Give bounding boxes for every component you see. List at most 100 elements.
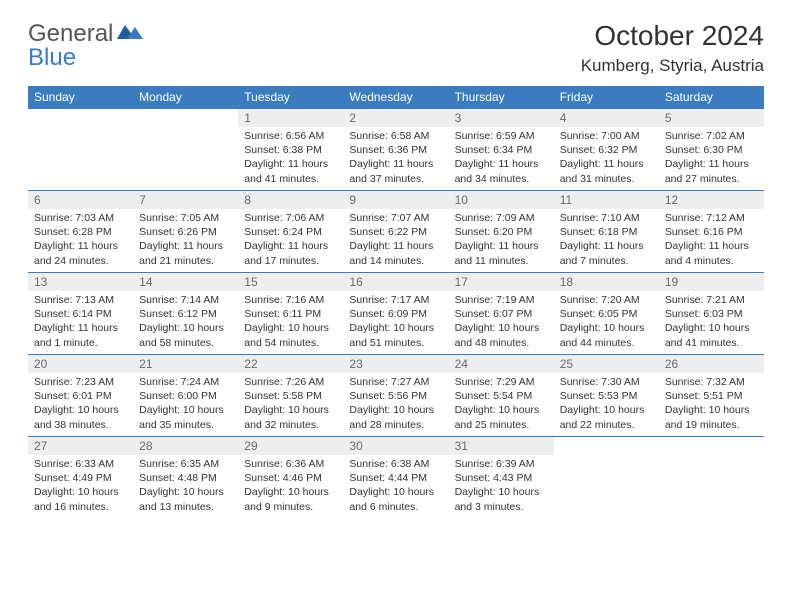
sunrise-line: Sunrise: 6:56 AM — [244, 129, 337, 143]
day-body: Sunrise: 6:58 AMSunset: 6:36 PMDaylight:… — [343, 127, 448, 190]
day-cell: 29Sunrise: 6:36 AMSunset: 4:46 PMDayligh… — [238, 437, 343, 519]
day-number: 22 — [238, 355, 343, 373]
day-number: 10 — [449, 191, 554, 209]
daylight-line: Daylight: 10 hours and 51 minutes. — [349, 321, 442, 349]
day-cell: 20Sunrise: 7:23 AMSunset: 6:01 PMDayligh… — [28, 355, 133, 437]
sunrise-line: Sunrise: 6:58 AM — [349, 129, 442, 143]
daylight-line: Daylight: 10 hours and 41 minutes. — [665, 321, 758, 349]
sunset-line: Sunset: 5:53 PM — [560, 389, 653, 403]
day-cell: 12Sunrise: 7:12 AMSunset: 6:16 PMDayligh… — [659, 191, 764, 273]
weekday-header: Monday — [133, 86, 238, 109]
day-body — [28, 127, 133, 133]
sunset-line: Sunset: 5:51 PM — [665, 389, 758, 403]
daylight-line: Daylight: 11 hours and 34 minutes. — [455, 157, 548, 185]
title-block: October 2024 Kumberg, Styria, Austria — [581, 20, 764, 76]
day-number: 28 — [133, 437, 238, 455]
day-cell: 4Sunrise: 7:00 AMSunset: 6:32 PMDaylight… — [554, 109, 659, 191]
sunrise-line: Sunrise: 7:30 AM — [560, 375, 653, 389]
sunrise-line: Sunrise: 7:05 AM — [139, 211, 232, 225]
logo-flag-icon — [117, 20, 143, 48]
day-number: 25 — [554, 355, 659, 373]
sunrise-line: Sunrise: 7:23 AM — [34, 375, 127, 389]
day-cell: 25Sunrise: 7:30 AMSunset: 5:53 PMDayligh… — [554, 355, 659, 437]
sunrise-line: Sunrise: 7:17 AM — [349, 293, 442, 307]
weekday-header: Wednesday — [343, 86, 448, 109]
day-number: 1 — [238, 109, 343, 127]
day-cell: 8Sunrise: 7:06 AMSunset: 6:24 PMDaylight… — [238, 191, 343, 273]
day-body: Sunrise: 7:09 AMSunset: 6:20 PMDaylight:… — [449, 209, 554, 272]
brand-name-2: Blue — [28, 44, 76, 72]
day-body: Sunrise: 7:29 AMSunset: 5:54 PMDaylight:… — [449, 373, 554, 436]
daylight-line: Daylight: 10 hours and 58 minutes. — [139, 321, 232, 349]
day-number: 21 — [133, 355, 238, 373]
day-body: Sunrise: 6:36 AMSunset: 4:46 PMDaylight:… — [238, 455, 343, 518]
daylight-line: Daylight: 10 hours and 3 minutes. — [455, 485, 548, 513]
day-number: 8 — [238, 191, 343, 209]
sunset-line: Sunset: 6:09 PM — [349, 307, 442, 321]
day-cell: 19Sunrise: 7:21 AMSunset: 6:03 PMDayligh… — [659, 273, 764, 355]
sunrise-line: Sunrise: 7:07 AM — [349, 211, 442, 225]
week-row: 6Sunrise: 7:03 AMSunset: 6:28 PMDaylight… — [28, 191, 764, 273]
daylight-line: Daylight: 10 hours and 32 minutes. — [244, 403, 337, 431]
day-cell: 9Sunrise: 7:07 AMSunset: 6:22 PMDaylight… — [343, 191, 448, 273]
day-cell: 3Sunrise: 6:59 AMSunset: 6:34 PMDaylight… — [449, 109, 554, 191]
day-number: 24 — [449, 355, 554, 373]
calendar-table: SundayMondayTuesdayWednesdayThursdayFrid… — [28, 86, 764, 519]
weekday-header-row: SundayMondayTuesdayWednesdayThursdayFrid… — [28, 86, 764, 109]
day-body: Sunrise: 7:27 AMSunset: 5:56 PMDaylight:… — [343, 373, 448, 436]
sunset-line: Sunset: 6:20 PM — [455, 225, 548, 239]
daylight-line: Daylight: 11 hours and 1 minute. — [34, 321, 127, 349]
day-number: 14 — [133, 273, 238, 291]
day-cell: 17Sunrise: 7:19 AMSunset: 6:07 PMDayligh… — [449, 273, 554, 355]
day-body: Sunrise: 6:33 AMSunset: 4:49 PMDaylight:… — [28, 455, 133, 518]
day-body: Sunrise: 7:14 AMSunset: 6:12 PMDaylight:… — [133, 291, 238, 354]
daylight-line: Daylight: 11 hours and 4 minutes. — [665, 239, 758, 267]
daylight-line: Daylight: 10 hours and 6 minutes. — [349, 485, 442, 513]
day-cell: 24Sunrise: 7:29 AMSunset: 5:54 PMDayligh… — [449, 355, 554, 437]
daylight-line: Daylight: 11 hours and 27 minutes. — [665, 157, 758, 185]
day-number: 6 — [28, 191, 133, 209]
sunrise-line: Sunrise: 6:39 AM — [455, 457, 548, 471]
day-number: 4 — [554, 109, 659, 127]
day-body: Sunrise: 7:17 AMSunset: 6:09 PMDaylight:… — [343, 291, 448, 354]
sunset-line: Sunset: 6:00 PM — [139, 389, 232, 403]
day-body: Sunrise: 7:21 AMSunset: 6:03 PMDaylight:… — [659, 291, 764, 354]
day-cell: . — [659, 437, 764, 519]
day-cell: 1Sunrise: 6:56 AMSunset: 6:38 PMDaylight… — [238, 109, 343, 191]
day-cell: 21Sunrise: 7:24 AMSunset: 6:00 PMDayligh… — [133, 355, 238, 437]
day-body — [659, 455, 764, 461]
day-number: 18 — [554, 273, 659, 291]
week-row: 20Sunrise: 7:23 AMSunset: 6:01 PMDayligh… — [28, 355, 764, 437]
daylight-line: Daylight: 11 hours and 11 minutes. — [455, 239, 548, 267]
day-cell: 16Sunrise: 7:17 AMSunset: 6:09 PMDayligh… — [343, 273, 448, 355]
daylight-line: Daylight: 10 hours and 25 minutes. — [455, 403, 548, 431]
day-body: Sunrise: 7:26 AMSunset: 5:58 PMDaylight:… — [238, 373, 343, 436]
day-body: Sunrise: 6:39 AMSunset: 4:43 PMDaylight:… — [449, 455, 554, 518]
daylight-line: Daylight: 10 hours and 9 minutes. — [244, 485, 337, 513]
sunrise-line: Sunrise: 6:38 AM — [349, 457, 442, 471]
sunset-line: Sunset: 6:24 PM — [244, 225, 337, 239]
day-cell: 7Sunrise: 7:05 AMSunset: 6:26 PMDaylight… — [133, 191, 238, 273]
sunset-line: Sunset: 6:30 PM — [665, 143, 758, 157]
day-body: Sunrise: 6:59 AMSunset: 6:34 PMDaylight:… — [449, 127, 554, 190]
sunrise-line: Sunrise: 7:09 AM — [455, 211, 548, 225]
weekday-header: Friday — [554, 86, 659, 109]
day-number: 26 — [659, 355, 764, 373]
week-row: 13Sunrise: 7:13 AMSunset: 6:14 PMDayligh… — [28, 273, 764, 355]
day-cell: 27Sunrise: 6:33 AMSunset: 4:49 PMDayligh… — [28, 437, 133, 519]
sunrise-line: Sunrise: 7:06 AM — [244, 211, 337, 225]
sunset-line: Sunset: 5:56 PM — [349, 389, 442, 403]
sunset-line: Sunset: 6:16 PM — [665, 225, 758, 239]
sunset-line: Sunset: 6:32 PM — [560, 143, 653, 157]
sunset-line: Sunset: 4:48 PM — [139, 471, 232, 485]
daylight-line: Daylight: 11 hours and 24 minutes. — [34, 239, 127, 267]
day-cell: 23Sunrise: 7:27 AMSunset: 5:56 PMDayligh… — [343, 355, 448, 437]
day-cell: 5Sunrise: 7:02 AMSunset: 6:30 PMDaylight… — [659, 109, 764, 191]
sunset-line: Sunset: 6:03 PM — [665, 307, 758, 321]
day-body: Sunrise: 7:16 AMSunset: 6:11 PMDaylight:… — [238, 291, 343, 354]
sunset-line: Sunset: 6:36 PM — [349, 143, 442, 157]
sunrise-line: Sunrise: 7:02 AM — [665, 129, 758, 143]
day-body: Sunrise: 7:06 AMSunset: 6:24 PMDaylight:… — [238, 209, 343, 272]
sunrise-line: Sunrise: 7:26 AM — [244, 375, 337, 389]
sunrise-line: Sunrise: 7:21 AM — [665, 293, 758, 307]
